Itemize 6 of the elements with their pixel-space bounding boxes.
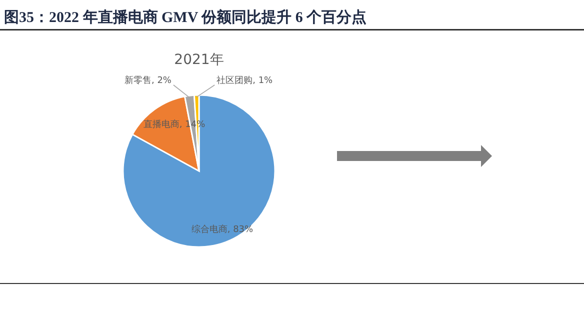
chart-title: 图35：2022 年直播电商 GMV 份额同比提升 6 个百分点: [4, 8, 367, 26]
slice-label: 新零售, 2%: [124, 75, 172, 86]
pie-slice: [122, 94, 276, 248]
slice-label: 社区团购, 1%: [216, 75, 274, 86]
slice-label: 直播电商, 14%: [143, 118, 206, 130]
chart-subtitle: 2021年: [174, 52, 224, 68]
